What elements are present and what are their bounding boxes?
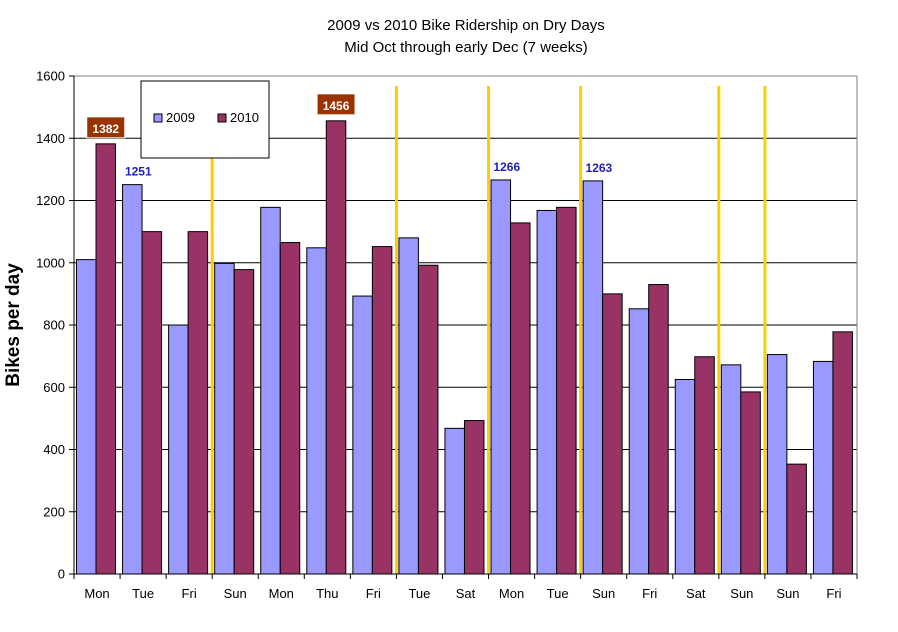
legend-label-2009: 2009 <box>166 110 195 125</box>
bar-2010 <box>325 120 347 575</box>
data-label: 1263 <box>586 161 613 175</box>
bar-2009 <box>628 308 650 575</box>
week-separators <box>210 86 767 574</box>
bar-2010 <box>279 242 301 575</box>
x-tick-label: Tue <box>132 586 154 601</box>
y-tick-label: 200 <box>43 504 65 519</box>
bar-2010 <box>233 269 255 575</box>
bar-2009 <box>398 237 419 575</box>
x-tick-label: Mon <box>499 586 524 601</box>
data-label-box <box>86 116 126 139</box>
bar-2010 <box>417 264 439 575</box>
chart-subtitle: Mid Oct through early Dec (7 weeks) <box>344 39 587 56</box>
data-label: 1456 <box>323 99 350 113</box>
y-tick-label: 1600 <box>36 69 65 84</box>
y-tick-label: 800 <box>43 318 65 333</box>
bar-2009 <box>674 378 696 575</box>
bar-2009 <box>490 179 512 575</box>
bar-2010 <box>602 293 623 575</box>
legend-swatch-2010 <box>217 113 227 123</box>
legend-swatch-2009 <box>153 113 163 123</box>
x-tick-label: Fri <box>366 586 381 601</box>
bar-2009 <box>812 360 834 575</box>
bar-2009 <box>352 295 373 575</box>
bar-2010 <box>371 246 393 575</box>
bar-2009 <box>536 209 558 575</box>
bar-2010 <box>463 420 485 575</box>
bar-2010 <box>832 331 853 575</box>
y-tick-labels: 0 200 400 600 800 1000 1200 1400 1600 <box>36 69 65 582</box>
legend: 2009 2010 <box>140 80 270 159</box>
x-tick-label: Fri <box>642 586 657 601</box>
bar-2010 <box>95 143 116 575</box>
bar-2009 <box>76 259 97 575</box>
bar-2009 <box>720 364 742 575</box>
y-tick-label: 600 <box>43 380 65 395</box>
data-label: 1266 <box>493 160 520 174</box>
bar-2009 <box>122 184 143 575</box>
y-tick-label: 1400 <box>36 131 65 146</box>
x-tick-label: Sat <box>686 586 706 601</box>
bar-2010 <box>141 231 163 575</box>
bars <box>76 120 853 575</box>
x-tick-label: Thu <box>316 586 338 601</box>
y-tick-label: 0 <box>58 567 65 582</box>
x-tick-label: Fri <box>182 586 197 601</box>
data-label: 1251 <box>125 165 152 179</box>
bar-2009 <box>582 180 604 575</box>
bar-2010 <box>187 231 209 575</box>
x-tick-label: Sun <box>730 586 753 601</box>
y-tick-label: 1200 <box>36 193 65 208</box>
y-tick-label: 1000 <box>36 255 65 270</box>
bar-2010 <box>648 284 669 575</box>
bar-2010 <box>740 391 761 575</box>
x-tick-label: Tue <box>408 586 430 601</box>
bar-2010 <box>694 356 715 575</box>
bar-2009 <box>766 354 788 575</box>
x-tick-label: Tue <box>547 586 569 601</box>
y-tick-label: 400 <box>43 442 65 457</box>
bar-2009 <box>214 262 235 575</box>
y-axis-label: Bikes per day <box>3 263 24 387</box>
data-label: 1382 <box>92 122 119 136</box>
x-tick-labels: Mon Tue Fri Sun Mon Thu Fri Tue Sat Mon Tue Sun Fri S… <box>84 586 841 601</box>
x-tick-label: Mon <box>269 586 294 601</box>
x-tick-label: Sun <box>776 586 799 601</box>
legend-label-2010: 2010 <box>230 110 259 125</box>
bar-2010 <box>510 222 531 575</box>
bar-2010 <box>556 206 577 575</box>
x-tick-label: Fri <box>826 586 841 601</box>
data-label-box <box>316 93 356 116</box>
x-tick-label: Sun <box>224 586 247 601</box>
bar-2009 <box>306 247 327 575</box>
x-tick-label: Sat <box>456 586 476 601</box>
bar-2009 <box>168 324 189 575</box>
bar-2010 <box>786 463 807 575</box>
bar-2009 <box>444 427 465 575</box>
bar-2009 <box>260 206 281 575</box>
x-tick-label: Sun <box>592 586 615 601</box>
chart-title: 2009 vs 2010 Bike Ridership on Dry Days <box>327 17 605 34</box>
x-tick-label: Mon <box>84 586 109 601</box>
axes <box>69 75 858 579</box>
annotations: 1382 1251 1456 1266 1263 <box>86 93 613 179</box>
